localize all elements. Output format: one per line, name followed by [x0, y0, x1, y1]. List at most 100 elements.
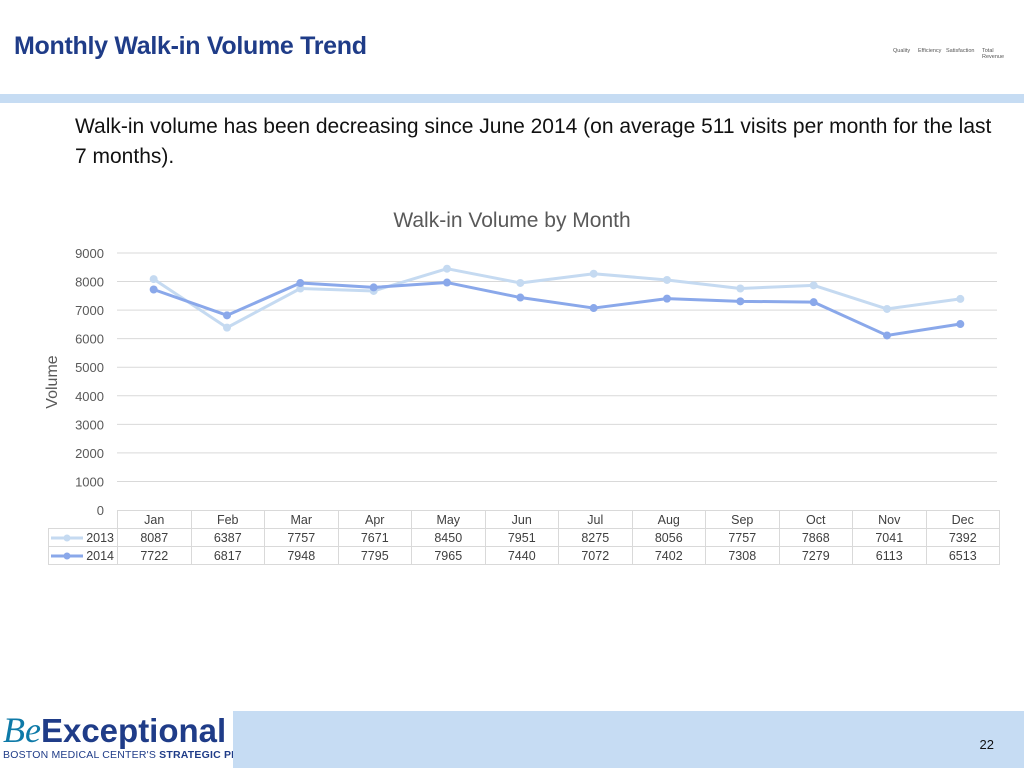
table-cell-value: 8450: [411, 528, 486, 547]
table-cell-value: 8056: [631, 528, 706, 547]
table-cell-value: 7279: [778, 546, 853, 565]
table-cell-value: 7041: [852, 528, 927, 547]
table-row-2014: 2014 7722 6817 7948 7795 7965 7440 7072 …: [48, 546, 1000, 565]
brand-tagline-bold: STRATEGIC PLAN: [159, 749, 254, 761]
table-month-header: Jan: [117, 510, 192, 529]
series-label-2014: 2014: [48, 546, 118, 565]
series-label-2013: 2013: [48, 528, 118, 547]
table-cell-value: 7402: [631, 546, 706, 565]
data-point-2013: [736, 284, 745, 293]
data-point-2013: [516, 278, 525, 287]
data-point-2014: [736, 297, 745, 306]
legend-key-2014-icon: [51, 552, 84, 560]
y-tick-label: 4000: [75, 389, 104, 404]
table-month-header: Sep: [705, 510, 780, 529]
y-tick-label: 3000: [75, 417, 104, 432]
table-month-header: Oct: [778, 510, 853, 529]
header-divider-bar: [0, 94, 1024, 103]
data-point-2014: [589, 304, 598, 313]
brand-tagline: BOSTON MEDICAL CENTER'S: [3, 749, 157, 761]
quest-label-efficiency: Efficiency: [918, 48, 942, 54]
table-month-header: Mar: [264, 510, 339, 529]
data-point-2014: [296, 279, 305, 288]
table-month-header: Apr: [337, 510, 412, 529]
table-cell-value: 7440: [484, 546, 559, 565]
legend-label-2013: 2013: [86, 530, 114, 545]
data-point-2013: [956, 294, 965, 303]
data-point-2014: [883, 331, 891, 340]
quest-label-quality: Quality: [893, 48, 911, 54]
table-cell-value: 7308: [705, 546, 780, 565]
table-cell-value: 8275: [558, 528, 633, 547]
data-point-2014: [663, 294, 671, 303]
table-cell-value: 6513: [925, 546, 1000, 565]
quest-circle-s: S: [970, 13, 979, 27]
data-point-2013: [443, 264, 451, 273]
table-cell-value: 7868: [778, 528, 853, 547]
data-point-2013: [809, 281, 818, 290]
data-point-2014: [809, 298, 818, 307]
be-exceptional-logo: BeExceptional BOSTON MEDICAL CENTER'S ST…: [3, 712, 253, 761]
table-cell-value: 6387: [190, 528, 265, 547]
data-point-2013: [589, 269, 598, 278]
quest-circle-t: T: [1002, 13, 1010, 27]
legend-label-2014: 2014: [86, 548, 114, 563]
data-point-2014: [443, 278, 451, 287]
quest-logo: QU E S T Quality Efficiency Satisfaction…: [888, 3, 1024, 63]
table-cell-value: 7795: [337, 546, 412, 565]
brand-prefix: Be: [3, 710, 41, 750]
summary-text: Walk-in volume has been decreasing since…: [75, 115, 992, 168]
table-row-2013: 2013 8087 6387 7757 7671 8450 7951 8275 …: [48, 528, 1000, 547]
legend-key-2013-icon: [51, 534, 84, 542]
table-cell-value: 7951: [484, 528, 559, 547]
table-cell-value: 7722: [117, 546, 192, 565]
data-point-2013: [223, 323, 231, 332]
table-month-header: Jun: [484, 510, 559, 529]
chart-title: Walk-in Volume by Month: [393, 209, 631, 232]
table-cell-value: 7671: [337, 528, 412, 547]
table-cell-value: 7948: [264, 546, 339, 565]
table-corner-cell: [49, 511, 118, 529]
y-tick-label: 7000: [75, 303, 104, 318]
quest-circle-e: E: [938, 13, 947, 27]
data-point-2014: [149, 285, 158, 294]
y-tick-label: 2000: [75, 446, 104, 461]
table-cell-value: 7392: [925, 528, 1000, 547]
table-month-header: Jul: [558, 510, 633, 529]
y-tick-label: 1000: [75, 474, 104, 489]
data-point-2014: [223, 311, 231, 320]
table-month-header: Nov: [852, 510, 927, 529]
page-title: Monthly Walk-in Volume Trend: [14, 32, 367, 60]
table-cell-value: 6113: [852, 546, 927, 565]
footer-bar: 22: [233, 711, 1024, 768]
table-month-header: Aug: [631, 510, 706, 529]
data-table: Jan Feb Mar Apr May Jun Jul Aug Sep Oct …: [48, 510, 1000, 565]
brand-name: Exceptional: [40, 712, 227, 749]
table-month-header: May: [411, 510, 486, 529]
table-cell-value: 7757: [264, 528, 339, 547]
quest-circle-qu: QU: [902, 13, 920, 27]
table-month-header: Feb: [190, 510, 265, 529]
data-point-2014: [956, 320, 965, 329]
table-header-row: Jan Feb Mar Apr May Jun Jul Aug Sep Oct …: [49, 510, 1000, 529]
table-cell-value: 7757: [705, 528, 780, 547]
quest-label-satisfaction: Satisfaction: [946, 48, 975, 54]
y-tick-label: 6000: [75, 332, 104, 347]
data-point-2014: [369, 283, 378, 292]
series-line-2014: [153, 281, 961, 337]
table-cell-value: 7072: [558, 546, 633, 565]
table-month-header: Dec: [925, 510, 1000, 529]
series-line-2013: [152, 267, 961, 330]
y-tick-label: 5000: [75, 360, 104, 375]
page-number: 22: [979, 737, 994, 752]
data-point-2013: [663, 275, 671, 284]
data-point-2013: [883, 304, 891, 313]
data-point-2013: [149, 275, 158, 284]
y-tick-label: 0: [97, 503, 104, 518]
table-cell-value: 8087: [117, 528, 192, 547]
y-tick-label: 8000: [75, 275, 104, 290]
table-cell-value: 6817: [190, 546, 265, 565]
data-point-2014: [516, 293, 525, 302]
table-cell-value: 7965: [411, 546, 486, 565]
